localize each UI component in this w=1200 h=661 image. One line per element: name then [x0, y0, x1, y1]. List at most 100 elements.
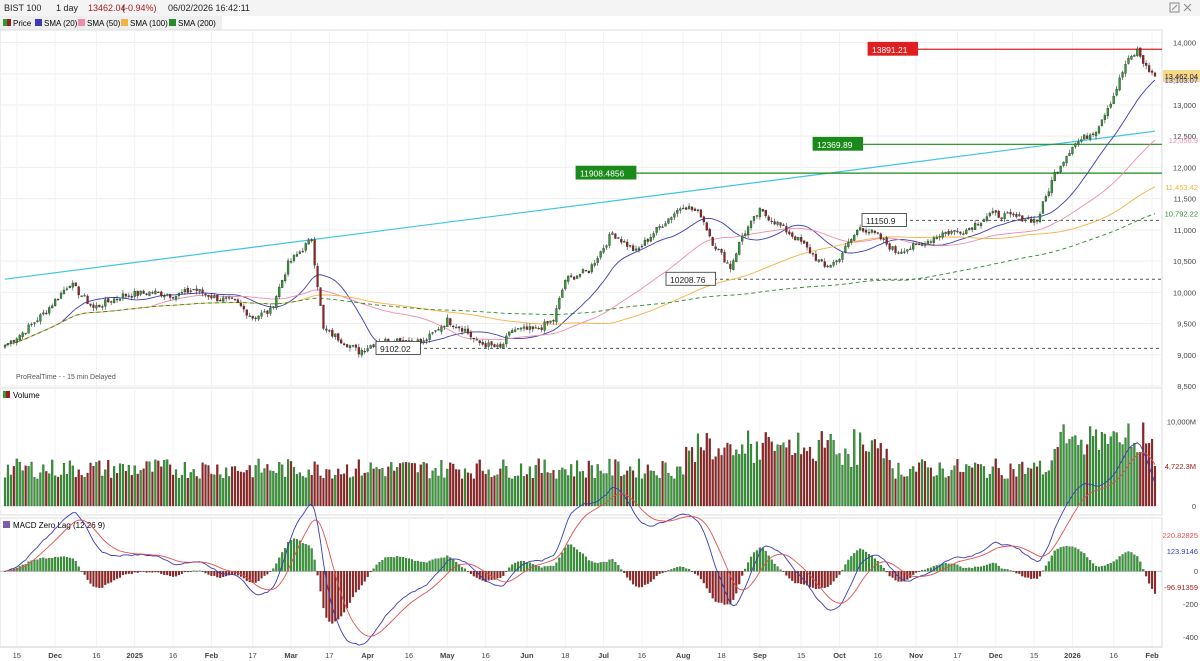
candle-body: [236, 299, 240, 303]
candle: [953, 230, 956, 236]
legend-item-price[interactable]: Price: [3, 19, 32, 28]
volume-bar: [1139, 452, 1142, 507]
macd-histogram-bar: [632, 571, 635, 585]
candle-body: [360, 349, 363, 356]
candle-body: [926, 240, 930, 245]
macd-panel[interactable]: [0, 517, 1163, 648]
candle: [446, 314, 449, 327]
candle-body: [537, 327, 540, 330]
volume-bar: [1009, 463, 1012, 507]
macd-histogram-bar: [337, 571, 340, 620]
candle-body: [340, 339, 343, 344]
candle: [428, 330, 431, 343]
volume-bar: [1033, 462, 1036, 507]
candle: [988, 211, 991, 218]
volume-panel[interactable]: [0, 387, 1163, 516]
candle: [337, 332, 340, 343]
volume-bar: [803, 447, 806, 507]
macd-histogram-bar: [508, 567, 511, 572]
wrench-icon[interactable]: [1169, 2, 1180, 13]
volume-bar: [463, 468, 467, 507]
volume-bar: [292, 467, 296, 507]
candle-body: [257, 315, 260, 320]
close-icon[interactable]: [1183, 3, 1192, 12]
macd-histogram-bar: [617, 565, 620, 572]
candle-body: [802, 240, 806, 244]
macd-histogram-bar: [596, 563, 599, 572]
candle-body: [761, 208, 764, 212]
candle: [9, 339, 13, 347]
candle-body: [431, 332, 434, 334]
candle: [985, 213, 989, 223]
legend-item-sma20[interactable]: SMA (20): [35, 19, 78, 28]
macd-histogram-bar: [39, 558, 42, 572]
candle-body: [897, 252, 900, 254]
macd-histogram-bar: [54, 556, 57, 572]
candle: [142, 289, 145, 295]
candle: [1139, 47, 1142, 59]
macd-histogram-bar: [343, 571, 346, 613]
volume-bar: [596, 464, 599, 507]
level-label: 12369.89: [812, 136, 863, 151]
candle: [962, 231, 965, 236]
candle: [926, 239, 930, 245]
candle-body: [959, 231, 962, 234]
macd-histogram-bar: [994, 563, 997, 572]
volume-bar: [18, 462, 21, 507]
price-tick-label: 8,500: [1177, 382, 1196, 391]
candle-body: [528, 326, 531, 330]
volume-bar: [738, 454, 741, 507]
macd-histogram-bar: [1118, 556, 1121, 572]
x-tick-label: Sep: [753, 651, 767, 660]
legend-item-sma200[interactable]: SMA (200): [169, 19, 216, 28]
x-tick-label: 16: [405, 651, 413, 660]
candle: [1091, 131, 1095, 137]
macd-histogram-bar: [764, 551, 767, 572]
candle-body: [286, 260, 290, 275]
candle: [1027, 215, 1030, 220]
volume-bar: [21, 470, 24, 507]
macd-histogram-bar: [248, 571, 251, 583]
x-tick-label: Feb: [1145, 651, 1159, 660]
volume-bars: [3, 422, 1157, 507]
legend-item-sma50[interactable]: SMA (50): [78, 19, 121, 28]
volume-bar: [1015, 476, 1018, 507]
macd-histogram-bar: [561, 552, 564, 572]
candle-body: [832, 262, 835, 266]
candle-body: [322, 304, 325, 329]
volume-bar: [714, 456, 717, 507]
macd-histogram-bar: [962, 567, 965, 572]
volume-bar: [853, 429, 856, 507]
candle-body: [746, 226, 750, 236]
macd-histogram-bar: [313, 559, 316, 572]
legend-item-sma100[interactable]: SMA (100): [121, 19, 168, 28]
candle: [257, 315, 260, 321]
volume-bar: [331, 478, 334, 507]
volume-bar: [575, 460, 579, 507]
candle-body: [811, 253, 815, 255]
candle: [897, 250, 900, 255]
candle: [785, 223, 788, 235]
macd-tick-label: 123.9146: [1167, 547, 1198, 556]
price-panel[interactable]: [0, 29, 1163, 387]
candle: [997, 209, 1000, 219]
volume-bar: [354, 468, 357, 507]
candle: [856, 228, 859, 237]
volume-bar: [794, 453, 797, 507]
x-tick-label: 15: [13, 651, 21, 660]
volume-bar: [744, 453, 747, 507]
x-tick-label: Jul: [598, 651, 609, 660]
macd-histogram-bar: [923, 569, 927, 572]
sma-last-label: 11,453.42: [1165, 183, 1198, 192]
macd-histogram-bar: [779, 569, 782, 572]
candle-body: [251, 315, 254, 319]
candle-body: [979, 222, 983, 227]
candle-body: [284, 274, 287, 281]
volume-bar: [39, 472, 42, 507]
candle-body: [502, 343, 505, 349]
candle-body: [289, 261, 293, 263]
candle-body: [1091, 133, 1095, 135]
candle: [457, 326, 461, 332]
candle-body: [605, 245, 608, 248]
